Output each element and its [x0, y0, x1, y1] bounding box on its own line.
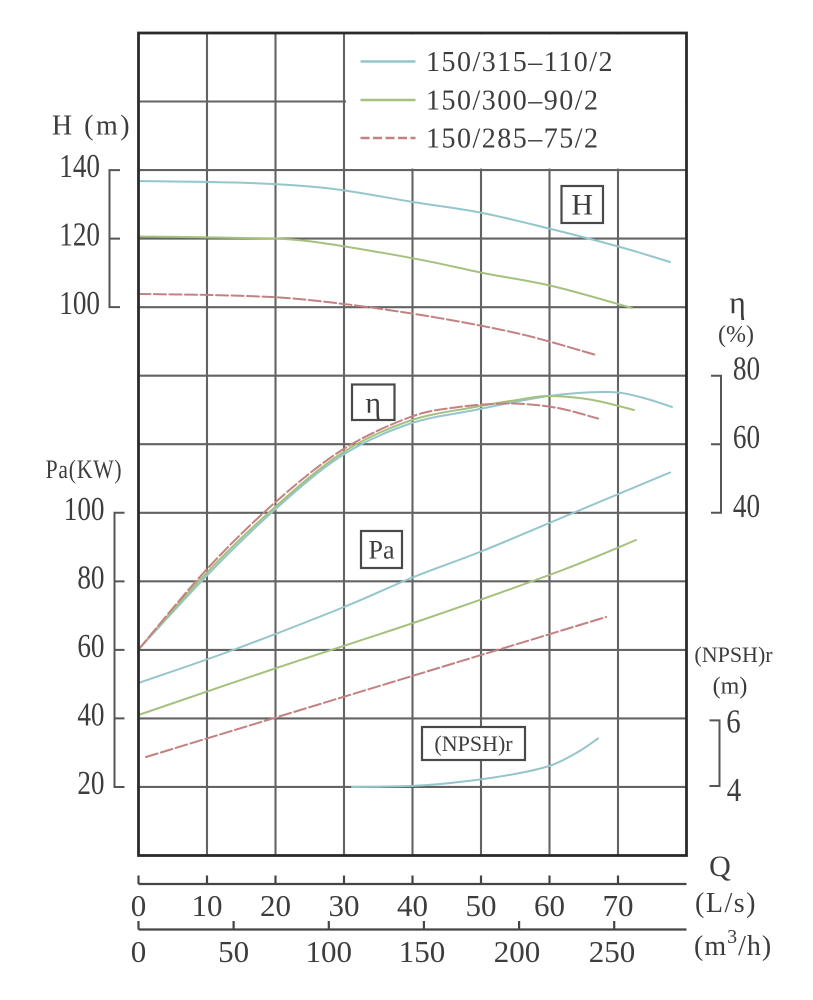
svg-text:100: 100 [59, 284, 100, 322]
svg-text:0: 0 [131, 934, 147, 969]
svg-text:30: 30 [329, 888, 360, 923]
svg-text:60: 60 [733, 418, 760, 456]
svg-text:20: 20 [260, 888, 291, 923]
svg-text:100: 100 [64, 490, 105, 528]
svg-text:120: 120 [59, 216, 100, 254]
svg-text:(NPSH)r: (NPSH)r [434, 731, 513, 756]
svg-text:100: 100 [306, 934, 353, 969]
svg-text:70: 70 [603, 888, 634, 923]
svg-text:50: 50 [466, 888, 497, 923]
svg-text:80: 80 [733, 350, 760, 388]
svg-text:40: 40 [397, 888, 428, 923]
svg-text:Pa: Pa [369, 535, 395, 564]
svg-text:60: 60 [534, 888, 565, 923]
svg-text:4: 4 [727, 771, 742, 809]
svg-text:150: 150 [399, 934, 446, 969]
svg-text:H (m): H (m) [52, 111, 132, 142]
svg-text:150/300–90/2: 150/300–90/2 [426, 86, 600, 117]
svg-text:150/285–75/2: 150/285–75/2 [426, 124, 600, 155]
svg-text:η: η [365, 386, 381, 419]
svg-text:40: 40 [77, 696, 104, 734]
svg-text:Q: Q [709, 850, 731, 883]
svg-text:(m): (m) [713, 674, 748, 700]
svg-text:150/315–110/2: 150/315–110/2 [426, 47, 614, 78]
svg-text:η: η [729, 284, 746, 320]
svg-text:40: 40 [733, 487, 760, 525]
svg-text:50: 50 [218, 934, 249, 969]
svg-text:H: H [571, 189, 593, 222]
svg-text:10: 10 [192, 888, 223, 923]
svg-text:60: 60 [77, 627, 104, 665]
svg-text:(NPSH)r: (NPSH)r [694, 642, 773, 667]
svg-text:(%): (%) [718, 322, 754, 348]
svg-text:20: 20 [77, 764, 104, 802]
svg-text:6: 6 [726, 702, 740, 740]
svg-text:200: 200 [494, 934, 541, 969]
svg-text:Pa(KW): Pa(KW) [46, 456, 123, 484]
svg-text:(L/s): (L/s) [695, 888, 757, 919]
svg-text:80: 80 [77, 559, 104, 597]
svg-text:0: 0 [131, 888, 147, 923]
svg-text:250: 250 [589, 934, 636, 969]
svg-text:140: 140 [59, 147, 100, 185]
